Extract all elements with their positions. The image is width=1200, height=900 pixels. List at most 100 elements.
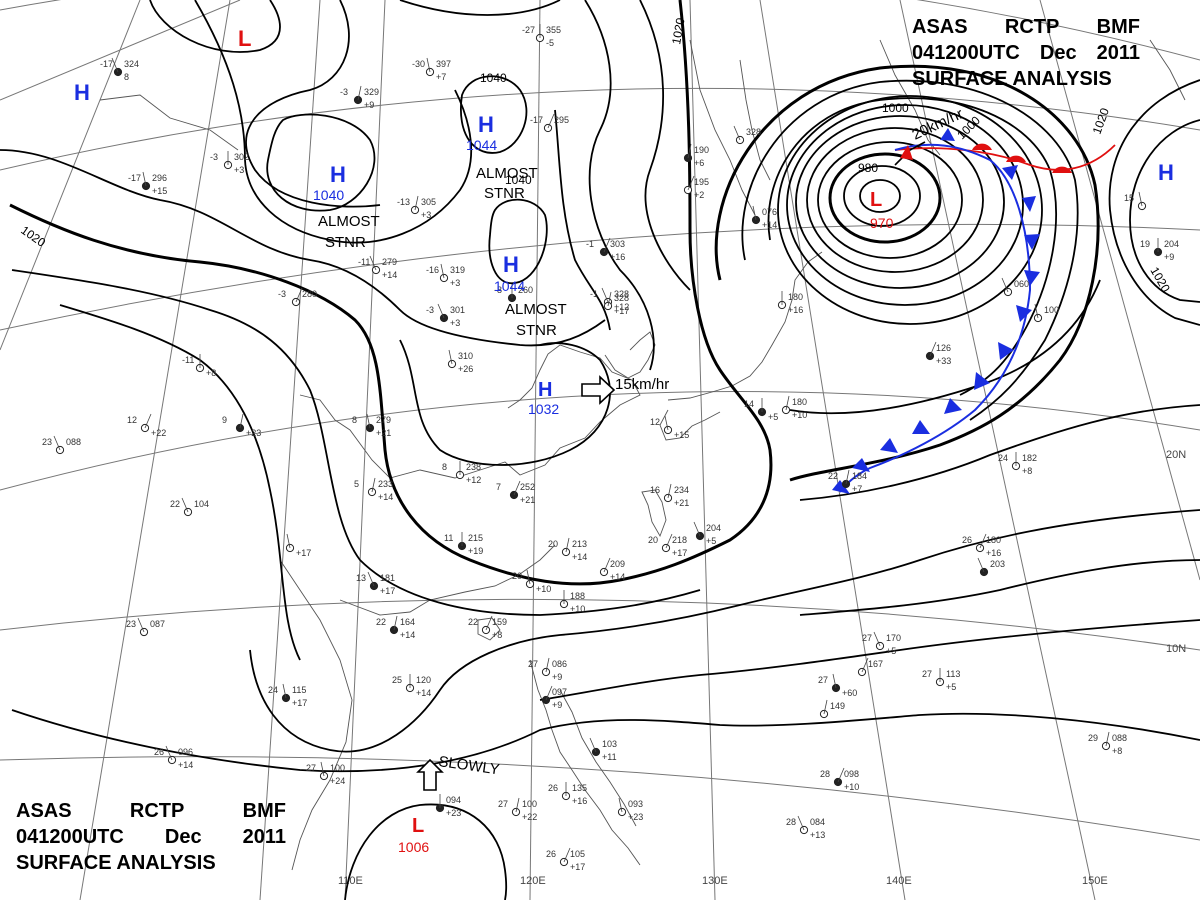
wind-barb-icon <box>977 557 985 573</box>
wind-barb-icon <box>589 737 597 753</box>
station-temperature: -13 <box>397 197 410 207</box>
parallel-line <box>0 87 1200 171</box>
warm-front <box>894 144 1116 171</box>
station-pressure: 104 <box>194 499 209 509</box>
station-tendency: +14 <box>572 552 587 562</box>
station-temperature: -17 <box>100 59 113 69</box>
coastline-south-china <box>339 544 556 616</box>
wind-barb-icon <box>687 143 692 159</box>
station-temperature: 19 <box>1140 239 1150 249</box>
high-center-value: 1032 <box>528 401 559 417</box>
station-pressure: 084 <box>810 817 825 827</box>
isobar <box>639 0 691 291</box>
low-center-letter: L <box>870 189 882 211</box>
station-temperature: 27 <box>922 669 932 679</box>
station-pressure: 301 <box>450 305 465 315</box>
station-pressure: 238 <box>466 462 481 472</box>
station-pressure: 190 <box>694 145 709 155</box>
wind-barb-icon <box>144 413 152 429</box>
wind-barb-icon <box>437 303 445 319</box>
wind-barb-icon <box>667 483 672 499</box>
isobar <box>245 0 381 208</box>
stationary-label: STNR <box>484 185 525 202</box>
station-plot: 26 180 +16 <box>962 533 1001 558</box>
station-plot: 27 113 +5 <box>922 668 960 692</box>
station-temperature: -3 <box>340 87 348 97</box>
wind-barb-icon <box>414 195 419 211</box>
isobar <box>1129 119 1200 303</box>
station-pressure: 149 <box>830 701 845 711</box>
wind-barb-icon <box>515 797 520 813</box>
station-plot: 9 +23 <box>222 413 261 438</box>
station-plot: 8 279 +21 <box>352 413 391 438</box>
cold-front <box>839 143 1032 493</box>
station-temperature: -27 <box>522 25 535 35</box>
station-temperature: 22 <box>468 617 478 627</box>
station-tendency: +17 <box>570 862 585 872</box>
isobar <box>799 559 1200 616</box>
wind-barb-icon <box>832 673 837 689</box>
title-time: 041200UTC <box>16 826 124 848</box>
station-plot: -30 397 +7 <box>412 57 451 82</box>
station-tendency: +15 <box>674 430 689 440</box>
station-plot: 24 182 +8 <box>998 452 1037 476</box>
station-plot: 26 096 +14 <box>154 745 193 770</box>
title-station: RCTP <box>129 800 185 822</box>
wind-barb-icon <box>929 341 937 357</box>
station-tendency: +8 <box>492 630 502 640</box>
station-temperature: -3 <box>278 289 286 299</box>
stationary-label: STNR <box>516 322 557 339</box>
station-pressure: 260 <box>518 285 533 295</box>
station-tendency: +24 <box>330 776 345 786</box>
coastline-korea <box>604 331 656 379</box>
wind-barb-icon <box>282 683 287 699</box>
move-arrow-head-icon <box>900 145 913 160</box>
station-plot: 19 204 +9 <box>1140 238 1179 262</box>
station-plot: -8 260 <box>494 284 533 303</box>
station-pressure: 328 <box>614 289 629 299</box>
isobar <box>799 404 1200 501</box>
station-tendency: +14 <box>382 270 397 280</box>
isobar <box>194 0 473 244</box>
station-plot: 12 +15 <box>650 415 689 440</box>
station-plot: -27 355 -5 <box>522 24 561 48</box>
wind-barb-icon <box>111 57 119 73</box>
station-tendency: +5 <box>706 536 716 546</box>
station-tendency: +10 <box>792 410 807 420</box>
station-tendency: +16 <box>572 796 587 806</box>
station-temperature: 24 <box>268 685 278 695</box>
station-plot: 180+10 <box>781 395 807 420</box>
title-bureau: BMF <box>242 800 286 822</box>
arrow-line <box>909 141 926 151</box>
station-tendency: +8 <box>1022 466 1032 476</box>
station-pressure: 279 <box>376 415 391 425</box>
isobar-label: 1020 <box>669 16 687 45</box>
station-temperature: 12 <box>650 417 660 427</box>
title-row: SURFACE ANALYSIS <box>16 850 286 876</box>
isobar <box>11 269 701 616</box>
station-pressure: 188 <box>570 591 585 601</box>
station-temperature: 8 <box>352 415 357 425</box>
station-plot: -17 296 +15 <box>128 171 167 196</box>
station-plot: 8 238 +12 <box>442 461 481 485</box>
stationary-label: ALMOST <box>476 165 538 182</box>
station-tendency: +9 <box>364 100 374 110</box>
station-plot: 14 +5 <box>744 398 778 422</box>
station-pressure: 328 <box>614 293 629 303</box>
station-pressure: 087 <box>150 619 165 629</box>
wind-barb-icon <box>752 205 757 221</box>
coastline-northeast <box>1149 39 1186 101</box>
wind-barb-icon <box>440 263 445 279</box>
station-plot: 16 234 +21 <box>650 483 689 508</box>
meridian-line <box>899 0 1096 900</box>
station-pressure: 355 <box>546 25 561 35</box>
wind-barb-icon <box>565 537 570 553</box>
station-temperature: 22 <box>376 617 386 627</box>
station-plot: 27 100 +22 <box>498 797 537 822</box>
station-tendency: +14 <box>762 220 777 230</box>
wind-barb-icon <box>371 477 376 493</box>
title-station: RCTP <box>1004 16 1060 38</box>
station-tendency: -5 <box>546 38 554 48</box>
station-plot: -3 280 <box>278 287 317 307</box>
hollow-arrow-icon <box>416 758 444 791</box>
